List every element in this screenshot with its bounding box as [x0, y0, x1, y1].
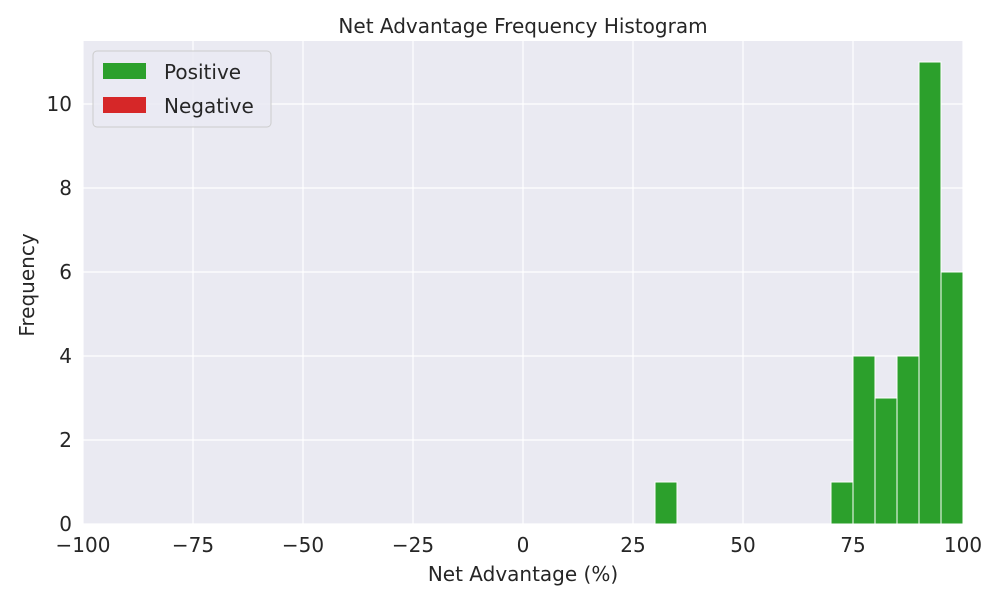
- histogram-bar-positive: [896, 355, 920, 525]
- y-tick-label: 2: [59, 428, 72, 452]
- y-tick-label: 4: [59, 344, 72, 368]
- x-tick-label: 75: [840, 533, 865, 557]
- legend-swatch-negative: [103, 97, 146, 113]
- x-tick-label: −25: [392, 533, 434, 557]
- histogram-bar-positive: [874, 397, 898, 525]
- legend: Positive Negative: [92, 50, 272, 128]
- histogram-bar-positive: [830, 481, 854, 525]
- y-axis-label: Frequency: [15, 233, 39, 336]
- bars-group: [654, 61, 964, 525]
- x-axis-label: Net Advantage (%): [428, 562, 618, 586]
- x-axis-ticks: −100 −75 −50 −25 0 25 50 75 100: [56, 533, 983, 557]
- x-tick-label: 100: [944, 533, 982, 557]
- histogram-bar-positive: [940, 271, 964, 525]
- x-tick-label: 0: [517, 533, 530, 557]
- x-tick-label: 50: [730, 533, 755, 557]
- x-tick-label: 25: [620, 533, 645, 557]
- legend-label-negative: Negative: [164, 94, 254, 118]
- histogram-bar-positive: [918, 61, 942, 525]
- y-tick-label: 0: [59, 512, 72, 536]
- y-tick-label: 8: [59, 176, 72, 200]
- y-tick-label: 10: [47, 92, 72, 116]
- x-tick-label: −50: [282, 533, 324, 557]
- histogram-bar-positive: [654, 481, 678, 525]
- legend-label-positive: Positive: [164, 60, 241, 84]
- legend-swatch-positive: [103, 63, 146, 79]
- chart-title: Net Advantage Frequency Histogram: [338, 14, 707, 38]
- x-tick-label: −100: [56, 533, 111, 557]
- x-tick-label: −75: [172, 533, 214, 557]
- y-axis-ticks: 0 2 4 6 8 10: [47, 92, 72, 536]
- y-tick-label: 6: [59, 260, 72, 284]
- histogram-bar-positive: [852, 355, 876, 525]
